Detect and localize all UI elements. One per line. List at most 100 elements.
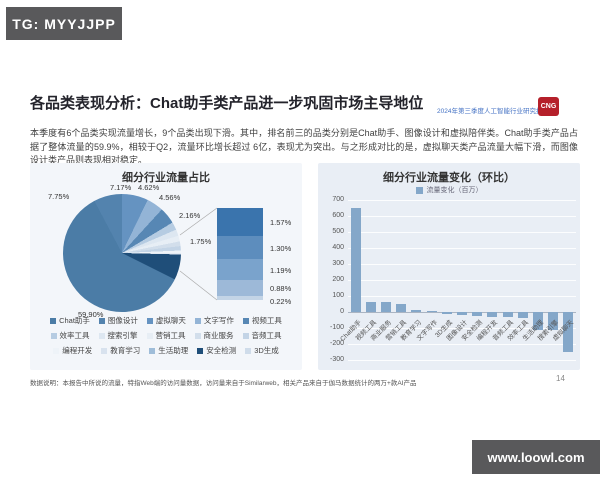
stack-segment-label: 1.30% — [270, 243, 292, 253]
gridline — [348, 264, 576, 265]
stack-segment — [217, 280, 263, 297]
gridline — [348, 200, 576, 201]
stack-segment — [217, 208, 263, 236]
stack-segment-label: 1.19% — [270, 265, 292, 275]
legend-item-label: 效率工具 — [59, 331, 90, 340]
legend-row: 编程开发 教育学习 生活助理 安全检测 3D生成 — [30, 345, 302, 356]
legend-swatch — [149, 347, 156, 354]
legend-item: 视频工具 — [242, 315, 282, 326]
legend-item-label: 生活助理 — [158, 346, 189, 355]
legend-item: 安全检测 — [197, 345, 236, 356]
legend-item-label: 3D生成 — [254, 346, 279, 355]
gridline — [348, 216, 576, 217]
bar — [381, 301, 391, 312]
legend-item: 图像设计 — [98, 315, 138, 326]
gridline — [348, 328, 576, 329]
bar — [502, 312, 513, 317]
stack-segment — [217, 235, 263, 260]
legend-swatch — [242, 317, 249, 324]
legend-item-label: 搜索引擎 — [107, 331, 138, 340]
bar — [487, 312, 498, 317]
legend-swatch — [50, 317, 57, 324]
pie-slice-label: 4.62% — [138, 183, 160, 192]
pie-slice-label: 1.75% — [190, 237, 212, 246]
legend-swatch — [415, 186, 423, 194]
stack-segment — [217, 296, 263, 300]
legend-item-label: 教育学习 — [110, 346, 141, 355]
pie-slice-label: 2.16% — [179, 211, 201, 220]
bar — [563, 312, 574, 352]
page-number: 14 — [556, 374, 565, 383]
bar — [411, 309, 422, 312]
legend-item: 生活助理 — [149, 345, 188, 356]
bar-plot: 700 600 500 400 300 200 100 0 -100 -200 -300 Chat助手… — [330, 196, 576, 363]
legend-swatch — [245, 347, 252, 354]
pie-legend: Chat助手 图像设计 虚拟聊天 文字写作 视频工具 效率工具 搜索引擎 营销工具 商业服务 音频… — [30, 315, 302, 356]
legend-item: 编程开发 — [53, 345, 92, 356]
y-axis-tick-label: 500 — [332, 228, 344, 235]
gridline — [348, 296, 576, 297]
y-axis-tick-label: 600 — [332, 212, 344, 219]
legend-item-label: Chat助手 — [59, 316, 90, 325]
legend-item: 虚拟聊天 — [146, 315, 186, 326]
legend-item: 音频工具 — [242, 330, 282, 341]
legend-swatch — [146, 317, 153, 324]
gridline — [348, 232, 576, 233]
legend-item: 3D生成 — [245, 345, 279, 356]
y-axis-tick-label: -100 — [329, 324, 344, 331]
pie-chart: 7.17% 4.62% 4.56% 2.16% 1.75% 59.90% 7.75% 1.57… — [30, 163, 302, 370]
y-axis-tick-label: -200 — [329, 340, 344, 347]
stack-segment-label: 0.88% — [270, 284, 292, 294]
gridline — [348, 248, 576, 249]
bar — [548, 312, 559, 331]
bar — [365, 301, 376, 312]
website-watermark-badge: www.loowl.com — [472, 440, 600, 474]
callout-stack — [217, 208, 263, 300]
legend-item-label: 编程开发 — [62, 346, 93, 355]
stack-segment-label: 0.22% — [270, 297, 292, 307]
pie-chart-title: 细分行业流量占比 — [122, 172, 210, 184]
legend-item: 效率工具 — [50, 330, 90, 341]
data-source-note: 数据说明：本报告中所说的流量，特指Web端的访问量数据，访问量来自于Simila… — [30, 380, 417, 387]
legend-swatch — [146, 332, 153, 339]
pie-chart-panel: 细分行业流量占比 7.17% 4.62% 4.56% 2.16% 1.75% 59.90%… — [30, 163, 302, 370]
y-axis-tick-label: 700 — [332, 196, 344, 203]
legend-swatch — [194, 317, 201, 324]
pie-slice-label: 7.17% — [110, 183, 132, 192]
bar — [441, 312, 452, 315]
legend-swatch — [53, 347, 60, 354]
bar-chart-legend: 流量变化（百万） — [318, 185, 580, 195]
legend-item-label: 虚拟聊天 — [155, 316, 186, 325]
legend-item: 文字写作 — [194, 315, 234, 326]
bar — [517, 312, 528, 318]
legend-item: Chat助手 — [50, 315, 90, 326]
bar-chart-title: 细分行业流量变化（环比） — [383, 172, 515, 184]
legend-swatch — [194, 332, 201, 339]
bar-chart-panel: 细分行业流量变化（环比） 流量变化（百万） 700 600 500 400 300 200… — [318, 163, 580, 370]
legend-swatch — [98, 332, 105, 339]
legend-swatch — [242, 332, 249, 339]
pie-slice-label: 59.90% — [78, 310, 104, 319]
legend-item-label: 安全检测 — [206, 346, 237, 355]
y-axis-tick-label: 200 — [332, 276, 344, 283]
legend-item: 教育学习 — [101, 345, 140, 356]
y-axis-tick-label: -300 — [329, 356, 344, 363]
cng-logo: CNG — [538, 97, 559, 116]
legend-swatch — [98, 317, 105, 324]
summary-paragraph: 本季度有6个品类实现流量增长，9个品类出现下滑。其中，排名前三的品类分别是Cha… — [30, 128, 578, 165]
legend-item-label: 视频工具 — [251, 316, 282, 325]
callout-lines — [179, 207, 218, 301]
legend-swatch — [50, 332, 57, 339]
tg-watermark-badge: TG: MYYJJPP — [6, 7, 122, 40]
y-axis-tick-label: 400 — [332, 244, 344, 251]
legend-item: 搜索引擎 — [98, 330, 138, 341]
stack-segment-label: 1.57% — [270, 217, 292, 227]
gridline — [348, 360, 576, 361]
legend-item-label: 商业服务 — [203, 331, 234, 340]
bar — [457, 312, 467, 316]
y-axis-tick-label: 300 — [332, 260, 344, 267]
report-edition-label: 2024年第三季度人工智能行业研究报告 — [437, 108, 549, 115]
legend-item: 商业服务 — [194, 330, 234, 341]
stack-segment — [217, 259, 263, 281]
